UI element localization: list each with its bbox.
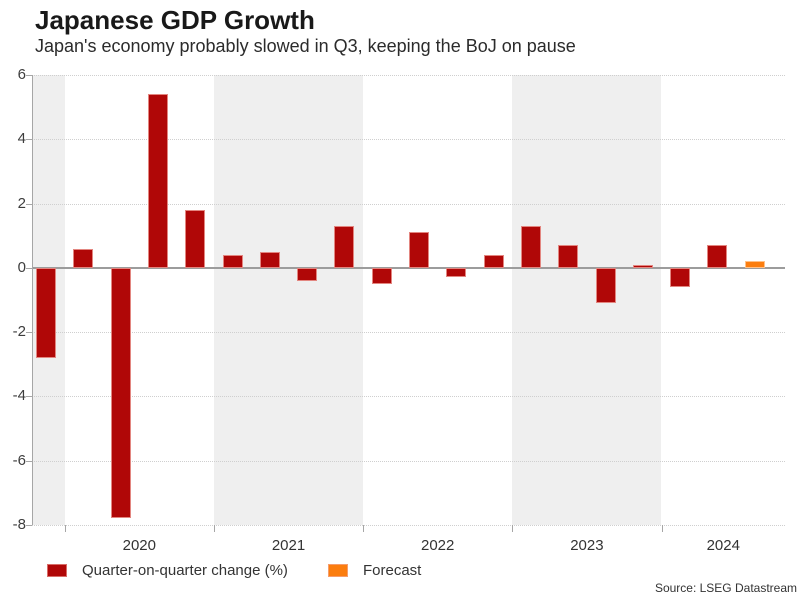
legend-label-forecast: Forecast xyxy=(363,562,422,579)
year-band xyxy=(661,75,785,525)
y-tick-label: -4 xyxy=(12,387,26,405)
y-axis-tick xyxy=(26,75,32,76)
chart-title: Japanese GDP Growth xyxy=(35,5,315,35)
y-tick-label: -8 xyxy=(12,515,26,533)
y-axis-tick xyxy=(26,139,32,141)
zero-line xyxy=(32,266,785,269)
year-band xyxy=(363,75,513,525)
y-axis-tick xyxy=(26,524,32,526)
bar xyxy=(297,267,318,281)
bar xyxy=(595,267,616,304)
x-year-label: 2021 xyxy=(271,537,306,554)
legend-swatch-forecast xyxy=(328,564,348,577)
bar xyxy=(632,264,653,268)
y-axis-tick xyxy=(26,460,32,462)
bar xyxy=(371,267,392,284)
bar xyxy=(73,248,94,268)
gridline xyxy=(32,203,785,205)
bar xyxy=(259,251,280,268)
x-axis-tick xyxy=(213,524,215,532)
bar xyxy=(110,267,131,519)
year-band xyxy=(512,75,662,525)
y-tick-label: -6 xyxy=(12,451,26,469)
y-tick-label: -2 xyxy=(12,323,26,341)
y-tick-label: 6 xyxy=(17,66,26,83)
x-year-label: 2022 xyxy=(421,537,455,554)
x-axis-tick xyxy=(64,524,66,532)
x-year-label: 2020 xyxy=(122,537,156,554)
bar xyxy=(147,94,168,268)
chart-subtitle: Japan's economy probably slowed in Q3, k… xyxy=(35,36,576,56)
y-axis-line xyxy=(32,75,33,525)
bar xyxy=(558,245,579,268)
bar xyxy=(483,254,504,268)
gridline xyxy=(32,524,785,526)
bar xyxy=(334,226,355,268)
legend-label-qoq: Quarter-on-quarter change (%) xyxy=(82,562,288,579)
y-axis-tick xyxy=(26,396,32,398)
y-tick-label: 0 xyxy=(17,258,26,276)
bar xyxy=(520,226,541,268)
gridline xyxy=(32,139,785,141)
source-credit: Source: LSEG Datastream xyxy=(654,581,797,595)
bar xyxy=(409,232,430,268)
bar xyxy=(36,267,57,358)
bar xyxy=(707,245,728,268)
year-band xyxy=(213,75,364,525)
x-year-label: 2023 xyxy=(570,537,604,554)
y-axis-tick xyxy=(26,267,32,269)
bar xyxy=(222,254,243,268)
year-band xyxy=(64,75,214,525)
x-year-label: 2024 xyxy=(706,537,740,554)
gridline xyxy=(32,332,785,334)
bar xyxy=(185,209,206,268)
y-axis-tick xyxy=(26,332,32,334)
y-tick-label: 4 xyxy=(17,130,26,148)
gridline xyxy=(32,460,785,462)
gridline xyxy=(32,396,785,398)
x-axis-tick xyxy=(512,524,514,532)
bar xyxy=(670,267,691,288)
legend-swatch-qoq xyxy=(47,564,67,577)
x-axis-tick xyxy=(661,524,663,532)
gridline xyxy=(32,75,785,76)
y-tick-label: 2 xyxy=(17,194,26,212)
y-axis-tick xyxy=(26,203,32,205)
bar xyxy=(446,267,467,278)
forecast-bar xyxy=(744,261,765,268)
x-axis-tick xyxy=(363,524,365,532)
